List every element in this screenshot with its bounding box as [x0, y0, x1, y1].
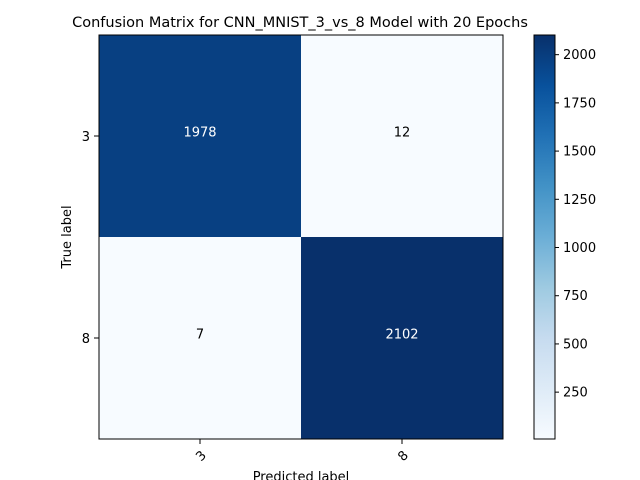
- matrix-cell: [301, 35, 503, 237]
- y-tick-label: 8: [82, 332, 90, 347]
- colorbar-tick-label: 1000: [563, 241, 596, 256]
- colorbar-tick-label: 1250: [563, 193, 596, 208]
- y-axis-ticks: 38: [82, 130, 99, 347]
- colorbar-tick-label: 250: [563, 386, 588, 401]
- cell-value-label: 7: [196, 328, 204, 343]
- matrix-cell: [99, 237, 301, 439]
- cell-value-label: 2102: [385, 328, 418, 343]
- x-tick-label: 8: [395, 448, 411, 464]
- colorbar-ticks: 250 500 750 1000 1250 1500 1750 2000: [555, 48, 596, 401]
- colorbar-tick-label: 1750: [563, 96, 596, 111]
- y-axis-label: True label: [60, 205, 75, 269]
- matrix-cell: [301, 237, 503, 439]
- y-tick-label: 3: [82, 130, 90, 145]
- matrix-cell-labels: 1978 12 7 2102: [183, 126, 418, 343]
- plot-frame: [98, 34, 504, 440]
- cell-value-label: 1978: [183, 126, 216, 141]
- x-tick-label: 3: [193, 448, 209, 464]
- chart-title: Confusion Matrix for CNN_MNIST_3_vs_8 Mo…: [72, 15, 528, 31]
- matrix-cell: [99, 35, 301, 237]
- colorbar-tick-label: 500: [563, 337, 588, 352]
- cell-value-label: 12: [394, 126, 411, 141]
- colorbar-tick-label: 1500: [563, 145, 596, 160]
- x-axis-label: Predicted label: [253, 470, 350, 480]
- colorbar-tick-label: 2000: [563, 48, 596, 63]
- matrix-cells: [99, 35, 503, 439]
- colorbar: [533, 34, 556, 440]
- colorbar-tick-label: 750: [563, 289, 588, 304]
